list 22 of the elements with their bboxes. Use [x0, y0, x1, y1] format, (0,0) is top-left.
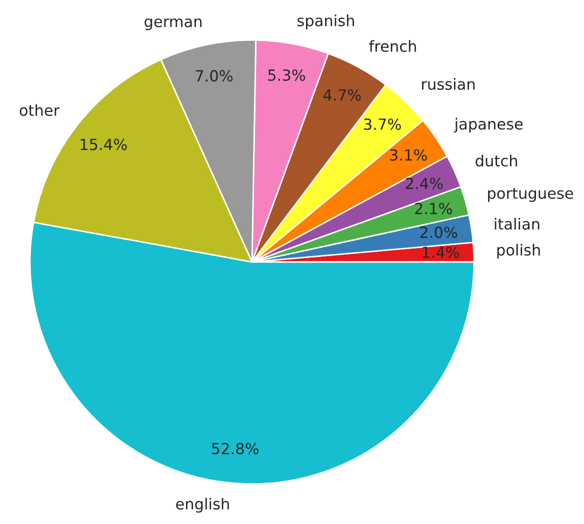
data-label: 2.1% [415, 202, 452, 214]
slice-label: spanish [298, 14, 354, 30]
data-label: 4.7% [324, 89, 361, 101]
data-label: 5.3% [268, 69, 306, 81]
slice-label: portuguese [488, 188, 574, 202]
data-label: 7.0% [196, 70, 233, 82]
data-label: 15.4% [80, 138, 127, 150]
slice-label: polish [497, 244, 540, 259]
data-label: 2.0% [420, 226, 458, 238]
slice-label: dutch [476, 154, 517, 167]
data-label: 52.8% [212, 442, 259, 454]
data-label: 3.1% [390, 149, 427, 161]
slice-label: english [176, 498, 229, 513]
data-label: 3.7% [364, 118, 401, 130]
slice-label: japanese [454, 118, 523, 133]
slice-label: italian [494, 218, 540, 230]
slice-label: other [20, 104, 60, 116]
slice-label: german [144, 18, 202, 30]
data-label: 2.4% [406, 178, 443, 190]
slice-label: russian [422, 78, 475, 90]
data-label: 1.4% [422, 246, 460, 258]
slice-label: french [369, 40, 416, 52]
